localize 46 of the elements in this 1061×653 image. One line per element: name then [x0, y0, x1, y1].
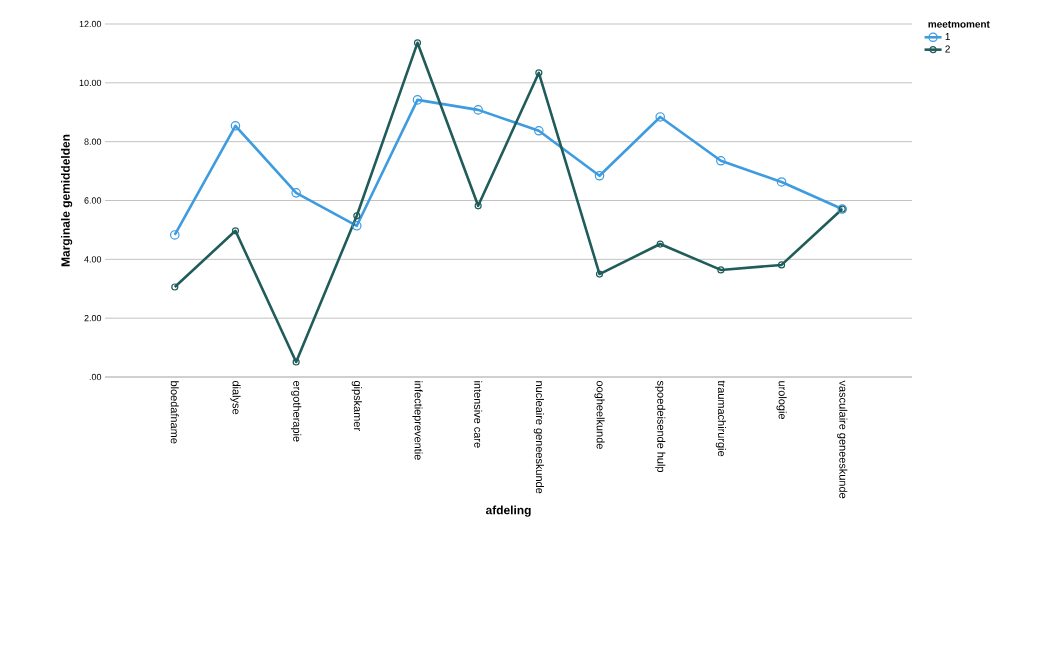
point [292, 358, 300, 366]
x-tick-label: vasculaire geneeskunde [837, 380, 848, 499]
point [656, 240, 664, 248]
point [716, 156, 726, 166]
y-tick-label: .00 [89, 373, 102, 381]
x-tick-label: infectiepreventie [412, 381, 423, 460]
point [717, 266, 725, 274]
point [534, 126, 544, 136]
point [535, 69, 543, 77]
point [474, 202, 482, 210]
x-tick-label: dialyse [230, 380, 241, 415]
x-tick-label: oogheelkunde [594, 380, 605, 449]
x-tick-label: traumachirurgie [715, 380, 726, 457]
x-tick-label: nucleaire geneeskunde [533, 381, 544, 494]
point [413, 39, 422, 47]
point [171, 283, 179, 291]
x-tick-label: ergotherapie [291, 380, 302, 442]
point [353, 212, 361, 220]
point [412, 95, 423, 105]
point [169, 230, 180, 240]
point [776, 177, 787, 187]
legend-title: meetmoment [928, 21, 990, 28]
y-tick-label: 8.00 [84, 138, 102, 145]
point [230, 121, 241, 131]
x-tick-label: gipskamer [351, 380, 362, 431]
point [594, 171, 605, 181]
point [231, 227, 240, 235]
y-tick-label: 6.00 [84, 197, 102, 204]
x-tick-label: urologie [776, 381, 787, 420]
x-tick-label: bloedafname [170, 381, 179, 444]
point [595, 270, 604, 278]
point [291, 188, 301, 198]
legend-label: 2 [945, 45, 950, 53]
y-axis-title: Marginale gemiddelden [61, 134, 73, 267]
y-tick-label: 2.00 [84, 314, 102, 322]
legend-label: 1 [945, 33, 950, 40]
y-tick-label: 10.00 [79, 79, 102, 87]
x-tick-label: spoedeisende hulp [655, 380, 666, 473]
point [777, 261, 786, 269]
point [352, 221, 362, 231]
point [655, 112, 665, 122]
y-tick-label: 12.00 [79, 20, 102, 28]
x-axis-title: afdeling [485, 505, 531, 517]
y-tick-label: 4.00 [84, 256, 102, 263]
point [473, 105, 483, 115]
x-tick-label: intensive care [474, 381, 483, 448]
